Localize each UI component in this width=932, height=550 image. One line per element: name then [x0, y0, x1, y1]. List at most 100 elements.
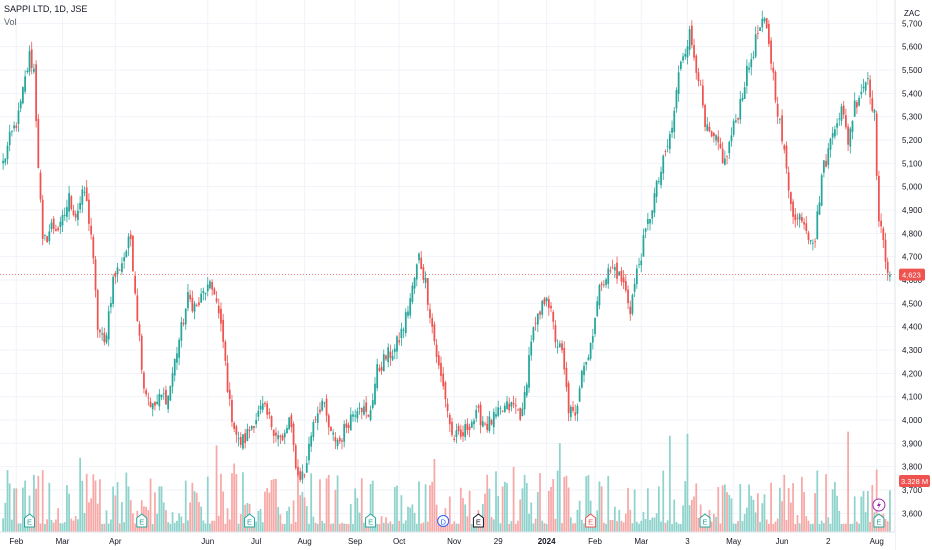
candle — [345, 419, 348, 434]
volume-bar — [499, 523, 502, 532]
candle — [807, 230, 810, 245]
candle — [723, 150, 726, 166]
candle-body — [26, 70, 29, 73]
candle-body — [878, 175, 880, 222]
volume-bar — [112, 486, 115, 532]
volume-bar — [316, 523, 319, 532]
earnings-marker-shape — [24, 513, 36, 528]
candle-body — [347, 424, 350, 429]
candle-body — [61, 215, 64, 226]
volume-bar — [486, 474, 489, 532]
volume-bar — [171, 512, 174, 532]
event-marker-earnings-up[interactable]: E — [873, 513, 885, 528]
volume-bar — [512, 466, 515, 532]
time-axis[interactable]: Feb Mar Apr Jun Jul Aug Sep Oct Nov 29 2024 Feb Mar 3… — [0, 531, 895, 550]
event-marker-earnings-up[interactable]: E — [699, 513, 711, 528]
candle — [646, 212, 649, 231]
candle-body — [662, 155, 665, 174]
candle-body — [294, 445, 297, 469]
candle-body — [202, 290, 205, 293]
candle-body — [231, 400, 233, 423]
volume-bar — [418, 481, 420, 532]
y-tick-label: 4,200 — [902, 369, 923, 378]
volume-bar — [184, 480, 187, 532]
candle — [728, 140, 731, 159]
candle-body — [783, 145, 786, 150]
candle — [858, 95, 860, 107]
candle-body — [193, 303, 196, 312]
candle-body — [664, 151, 667, 152]
volume-bar — [422, 522, 425, 532]
candle-body — [847, 126, 849, 145]
volume-bar — [134, 523, 137, 532]
candle-body — [147, 397, 150, 399]
candle-body — [596, 301, 599, 316]
volume-bar — [697, 517, 700, 532]
candle-body — [442, 373, 445, 387]
volume-bar — [858, 523, 860, 532]
candle — [39, 169, 42, 203]
volume-bar — [415, 523, 418, 532]
candle-body — [308, 443, 310, 461]
volume-bar — [125, 472, 128, 532]
candle — [825, 154, 827, 168]
flash-icon[interactable] — [872, 498, 886, 512]
candle — [552, 309, 555, 330]
candle-body — [741, 97, 744, 101]
volume-bar — [734, 523, 737, 532]
candle — [503, 402, 506, 413]
candle-body — [244, 433, 247, 443]
volume-bar — [633, 489, 636, 532]
event-marker-earnings-neutral[interactable]: E — [472, 513, 484, 528]
candle — [809, 239, 812, 245]
candle — [600, 281, 603, 292]
volume-bar — [37, 475, 40, 532]
candle — [701, 79, 704, 109]
candle — [231, 394, 233, 427]
event-marker-earnings-up[interactable]: E — [365, 513, 377, 528]
candle — [68, 185, 70, 220]
candle — [453, 435, 456, 443]
candle-body — [657, 181, 660, 182]
candle-body — [602, 284, 605, 286]
candle — [440, 356, 442, 383]
volume-bar — [61, 523, 64, 532]
volume-bar — [836, 495, 838, 532]
volume-bar — [369, 483, 372, 532]
volume-bar — [470, 523, 473, 532]
candle-body — [882, 228, 885, 241]
candle-body — [743, 87, 746, 100]
event-marker-earnings-up[interactable]: E — [24, 513, 36, 528]
event-marker-earnings-up[interactable]: E — [244, 513, 256, 528]
price-axis[interactable]: ZAC 3,600 3,700 3,800 3,900 4,000 4,100 4,200 4,… — [894, 0, 932, 550]
volume-bar — [409, 507, 412, 532]
candle — [297, 459, 299, 478]
candle-body — [264, 402, 266, 405]
candle-body — [228, 389, 231, 399]
volume-bar — [213, 520, 216, 532]
candle — [171, 367, 174, 394]
event-marker-earnings-down[interactable]: E — [585, 513, 597, 528]
candle-body — [48, 231, 51, 242]
candle — [664, 149, 667, 157]
candle-body — [424, 277, 427, 283]
candle — [492, 408, 495, 435]
volume-bar — [228, 519, 231, 532]
marker-letter: E — [476, 518, 481, 527]
candle-body — [356, 411, 359, 419]
candle — [277, 430, 280, 447]
candle — [257, 405, 260, 422]
volume-bar — [712, 513, 715, 532]
candle — [589, 342, 592, 361]
volume-bar — [479, 523, 482, 532]
volume-bar — [594, 523, 596, 532]
candle — [662, 154, 665, 181]
candle — [156, 394, 159, 405]
volume-bar — [823, 523, 825, 532]
event-marker-dividend[interactable]: D — [437, 515, 450, 527]
candle — [598, 283, 601, 310]
candle-body — [305, 463, 308, 473]
event-marker-earnings-up[interactable]: E — [136, 513, 148, 528]
